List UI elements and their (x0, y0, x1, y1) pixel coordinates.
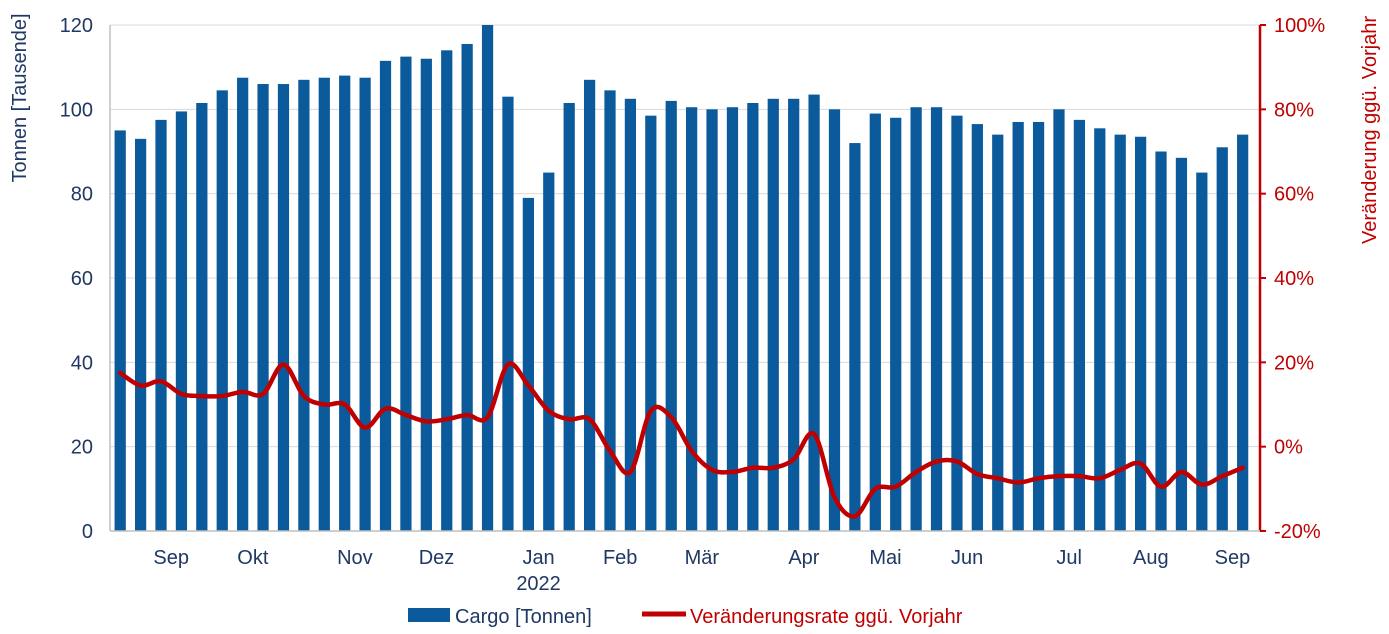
bar (1114, 134, 1126, 531)
legend-bar-label: Cargo [Tonnen] (455, 606, 592, 628)
bar (808, 94, 820, 531)
right-tick-label: 100% (1274, 15, 1325, 37)
bar (298, 79, 310, 532)
bar (869, 113, 881, 532)
bar (604, 90, 616, 531)
x-tick-label: Sep (1215, 547, 1251, 569)
bar (788, 98, 800, 532)
bar (543, 172, 555, 532)
bar (1216, 147, 1228, 532)
left-tick-label: 20 (71, 437, 93, 459)
legend: Cargo [Tonnen] Veränderungsrate ggü. Vor… (408, 606, 963, 628)
bar (686, 107, 698, 531)
x-tick-label: Aug (1133, 547, 1169, 569)
bar (992, 134, 1004, 531)
bar (1032, 121, 1045, 531)
bar (114, 130, 126, 531)
x-tick-label: Mär (685, 547, 720, 569)
bar (379, 60, 392, 531)
right-tick-label: 80% (1274, 99, 1314, 121)
bar (910, 107, 922, 531)
bar (1196, 172, 1208, 532)
x-tick-label: Mai (869, 547, 901, 569)
x-tick-label: Apr (788, 547, 819, 569)
right-axis-ticks: -20% 0% 20% 40% 60% 80% 100% (1260, 15, 1325, 543)
bar (624, 98, 637, 532)
line-series (117, 361, 1245, 519)
bar (175, 111, 188, 532)
bar (563, 103, 575, 531)
bar (237, 77, 249, 531)
x-tick-label: Okt (237, 547, 269, 569)
bar (339, 75, 351, 531)
bar (971, 124, 983, 531)
bar (400, 56, 412, 531)
left-tick-label: 100 (60, 99, 93, 121)
bar (196, 103, 208, 531)
bar (216, 90, 228, 531)
change-rate-line (117, 361, 1245, 519)
x-tick-label: Jun (951, 547, 983, 569)
bar (1053, 109, 1065, 531)
left-tick-label: 0 (82, 521, 93, 543)
bar (849, 143, 861, 532)
x-tick-label: Sep (153, 547, 189, 569)
bar (420, 58, 432, 531)
bar (1237, 134, 1249, 531)
bar-series (114, 25, 1249, 532)
year-label: 2022 (516, 573, 561, 595)
bar (1135, 136, 1147, 531)
x-tick-label: Jan (522, 547, 554, 569)
left-axis-ticks: 0 20 40 60 80 100 120 (60, 15, 93, 543)
x-tick-label: Nov (337, 547, 373, 569)
bar (155, 119, 167, 531)
bar (522, 197, 534, 531)
left-tick-label: 40 (71, 352, 93, 374)
bar (1094, 128, 1106, 531)
legend-line-label: Veränderungsrate ggü. Vorjahr (690, 606, 963, 628)
x-tick-label: Dez (419, 547, 455, 569)
bar (461, 43, 473, 531)
x-tick-label: Jul (1056, 547, 1082, 569)
x-tick-label: Feb (603, 547, 637, 569)
bar (930, 107, 943, 531)
right-tick-label: -20% (1274, 521, 1321, 543)
bar (726, 107, 739, 531)
right-axis-title: Veränderung ggü. Vorjahr (1359, 16, 1381, 244)
bar (318, 77, 330, 531)
right-tick-label: 60% (1274, 184, 1314, 206)
bar (951, 115, 963, 532)
bar (257, 84, 269, 532)
bar (277, 84, 290, 532)
right-tick-label: 40% (1274, 268, 1314, 290)
bar (502, 96, 514, 531)
left-tick-label: 60 (71, 268, 93, 290)
left-tick-label: 80 (71, 184, 93, 206)
right-tick-label: 0% (1274, 437, 1303, 459)
bar (441, 50, 453, 532)
x-axis-labels: Sep Okt Nov Dez Jan Feb Mär Apr Mai Jun Jul Aug Sep 2… (153, 547, 1250, 595)
bar (706, 109, 718, 531)
bar (645, 115, 657, 532)
bar (767, 98, 779, 532)
bar (1155, 151, 1167, 531)
right-tick-label: 20% (1274, 352, 1314, 374)
legend-bar-swatch (408, 608, 450, 622)
bar (828, 109, 841, 531)
bar (481, 25, 494, 531)
bar (1012, 121, 1024, 531)
bar (890, 117, 902, 532)
bar (1175, 157, 1188, 531)
bar (583, 79, 596, 532)
bar (665, 100, 677, 532)
bar (359, 77, 371, 531)
bar (135, 138, 147, 531)
left-tick-label: 120 (60, 15, 93, 37)
bar (747, 103, 759, 531)
left-axis-title: Tonnen [Tausende] (9, 13, 31, 182)
bar (1073, 119, 1085, 531)
